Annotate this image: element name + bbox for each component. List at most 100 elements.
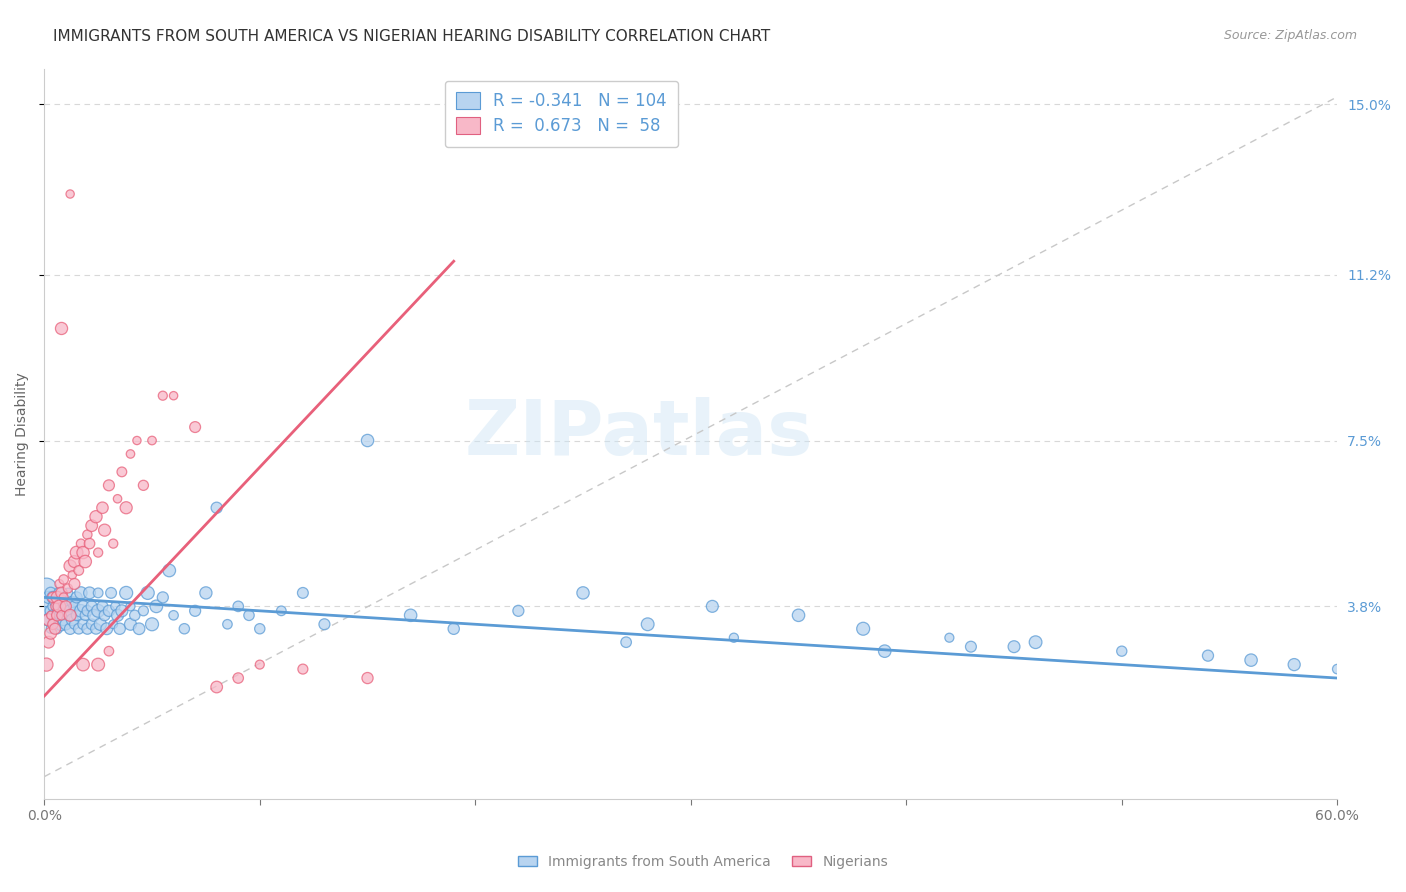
Point <box>723 631 745 645</box>
Point <box>51 608 73 623</box>
Point <box>87 545 110 559</box>
Point <box>84 622 107 636</box>
Point <box>107 608 129 623</box>
Point <box>59 559 82 574</box>
Point <box>67 564 90 578</box>
Point <box>1002 640 1025 654</box>
Point <box>97 478 120 492</box>
Point <box>55 608 77 623</box>
Point <box>75 608 97 623</box>
Point <box>291 586 314 600</box>
Point <box>44 617 66 632</box>
Point <box>852 622 875 636</box>
Point <box>1197 648 1219 663</box>
Point <box>128 622 150 636</box>
Point <box>52 595 75 609</box>
Point <box>1240 653 1263 667</box>
Point <box>52 613 75 627</box>
Point <box>80 599 103 614</box>
Text: IMMIGRANTS FROM SOUTH AMERICA VS NIGERIAN HEARING DISABILITY CORRELATION CHART: IMMIGRANTS FROM SOUTH AMERICA VS NIGERIA… <box>53 29 770 44</box>
Point <box>38 613 60 627</box>
Point <box>249 657 271 672</box>
Point <box>35 599 58 614</box>
Point <box>59 187 82 202</box>
Point <box>84 509 107 524</box>
Point <box>39 622 62 636</box>
Point <box>65 608 87 623</box>
Point <box>238 608 260 623</box>
Point <box>65 545 87 559</box>
Point <box>55 617 77 632</box>
Point <box>87 657 110 672</box>
Point <box>72 545 94 559</box>
Point <box>48 577 70 591</box>
Point <box>124 608 146 623</box>
Point <box>100 586 122 600</box>
Point <box>162 389 184 403</box>
Point <box>80 617 103 632</box>
Point <box>42 617 65 632</box>
Point <box>67 622 90 636</box>
Point <box>1282 657 1305 672</box>
Point <box>356 434 378 448</box>
Point <box>79 586 101 600</box>
Point <box>184 420 207 434</box>
Point <box>51 617 73 632</box>
Point <box>39 604 62 618</box>
Point <box>173 622 195 636</box>
Point <box>132 604 155 618</box>
Point <box>93 523 115 537</box>
Point <box>141 617 163 632</box>
Point <box>103 536 125 550</box>
Point <box>48 586 70 600</box>
Point <box>52 591 75 605</box>
Point <box>44 622 66 636</box>
Point <box>59 622 82 636</box>
Point <box>76 622 98 636</box>
Point <box>291 662 314 676</box>
Point <box>93 608 115 623</box>
Point <box>152 591 174 605</box>
Point <box>35 608 58 623</box>
Point <box>38 591 60 605</box>
Point <box>79 536 101 550</box>
Point <box>63 577 86 591</box>
Point <box>83 608 105 623</box>
Point <box>52 573 75 587</box>
Point <box>443 622 465 636</box>
Point <box>141 434 163 448</box>
Point <box>205 500 228 515</box>
Point <box>63 617 86 632</box>
Point <box>46 608 69 623</box>
Point <box>249 622 271 636</box>
Point <box>120 617 142 632</box>
Point <box>42 591 65 605</box>
Point <box>35 657 58 672</box>
Point <box>46 604 69 618</box>
Point <box>787 608 810 623</box>
Point <box>51 604 73 618</box>
Point <box>42 591 65 605</box>
Point <box>87 586 110 600</box>
Point <box>42 608 65 623</box>
Legend: R = -0.341   N = 104, R =  0.673   N =  58: R = -0.341 N = 104, R = 0.673 N = 58 <box>444 80 678 147</box>
Point <box>38 613 60 627</box>
Point <box>72 599 94 614</box>
Point <box>399 608 422 623</box>
Point <box>60 568 83 582</box>
Point <box>56 582 79 596</box>
Point <box>70 604 93 618</box>
Point <box>65 591 87 605</box>
Point <box>637 617 659 632</box>
Point <box>184 604 207 618</box>
Point <box>42 599 65 614</box>
Point <box>70 586 93 600</box>
Point <box>1326 662 1348 676</box>
Point <box>108 622 131 636</box>
Point <box>356 671 378 685</box>
Point <box>217 617 239 632</box>
Point <box>270 604 292 618</box>
Point <box>60 613 83 627</box>
Point <box>120 447 142 461</box>
Point <box>508 604 530 618</box>
